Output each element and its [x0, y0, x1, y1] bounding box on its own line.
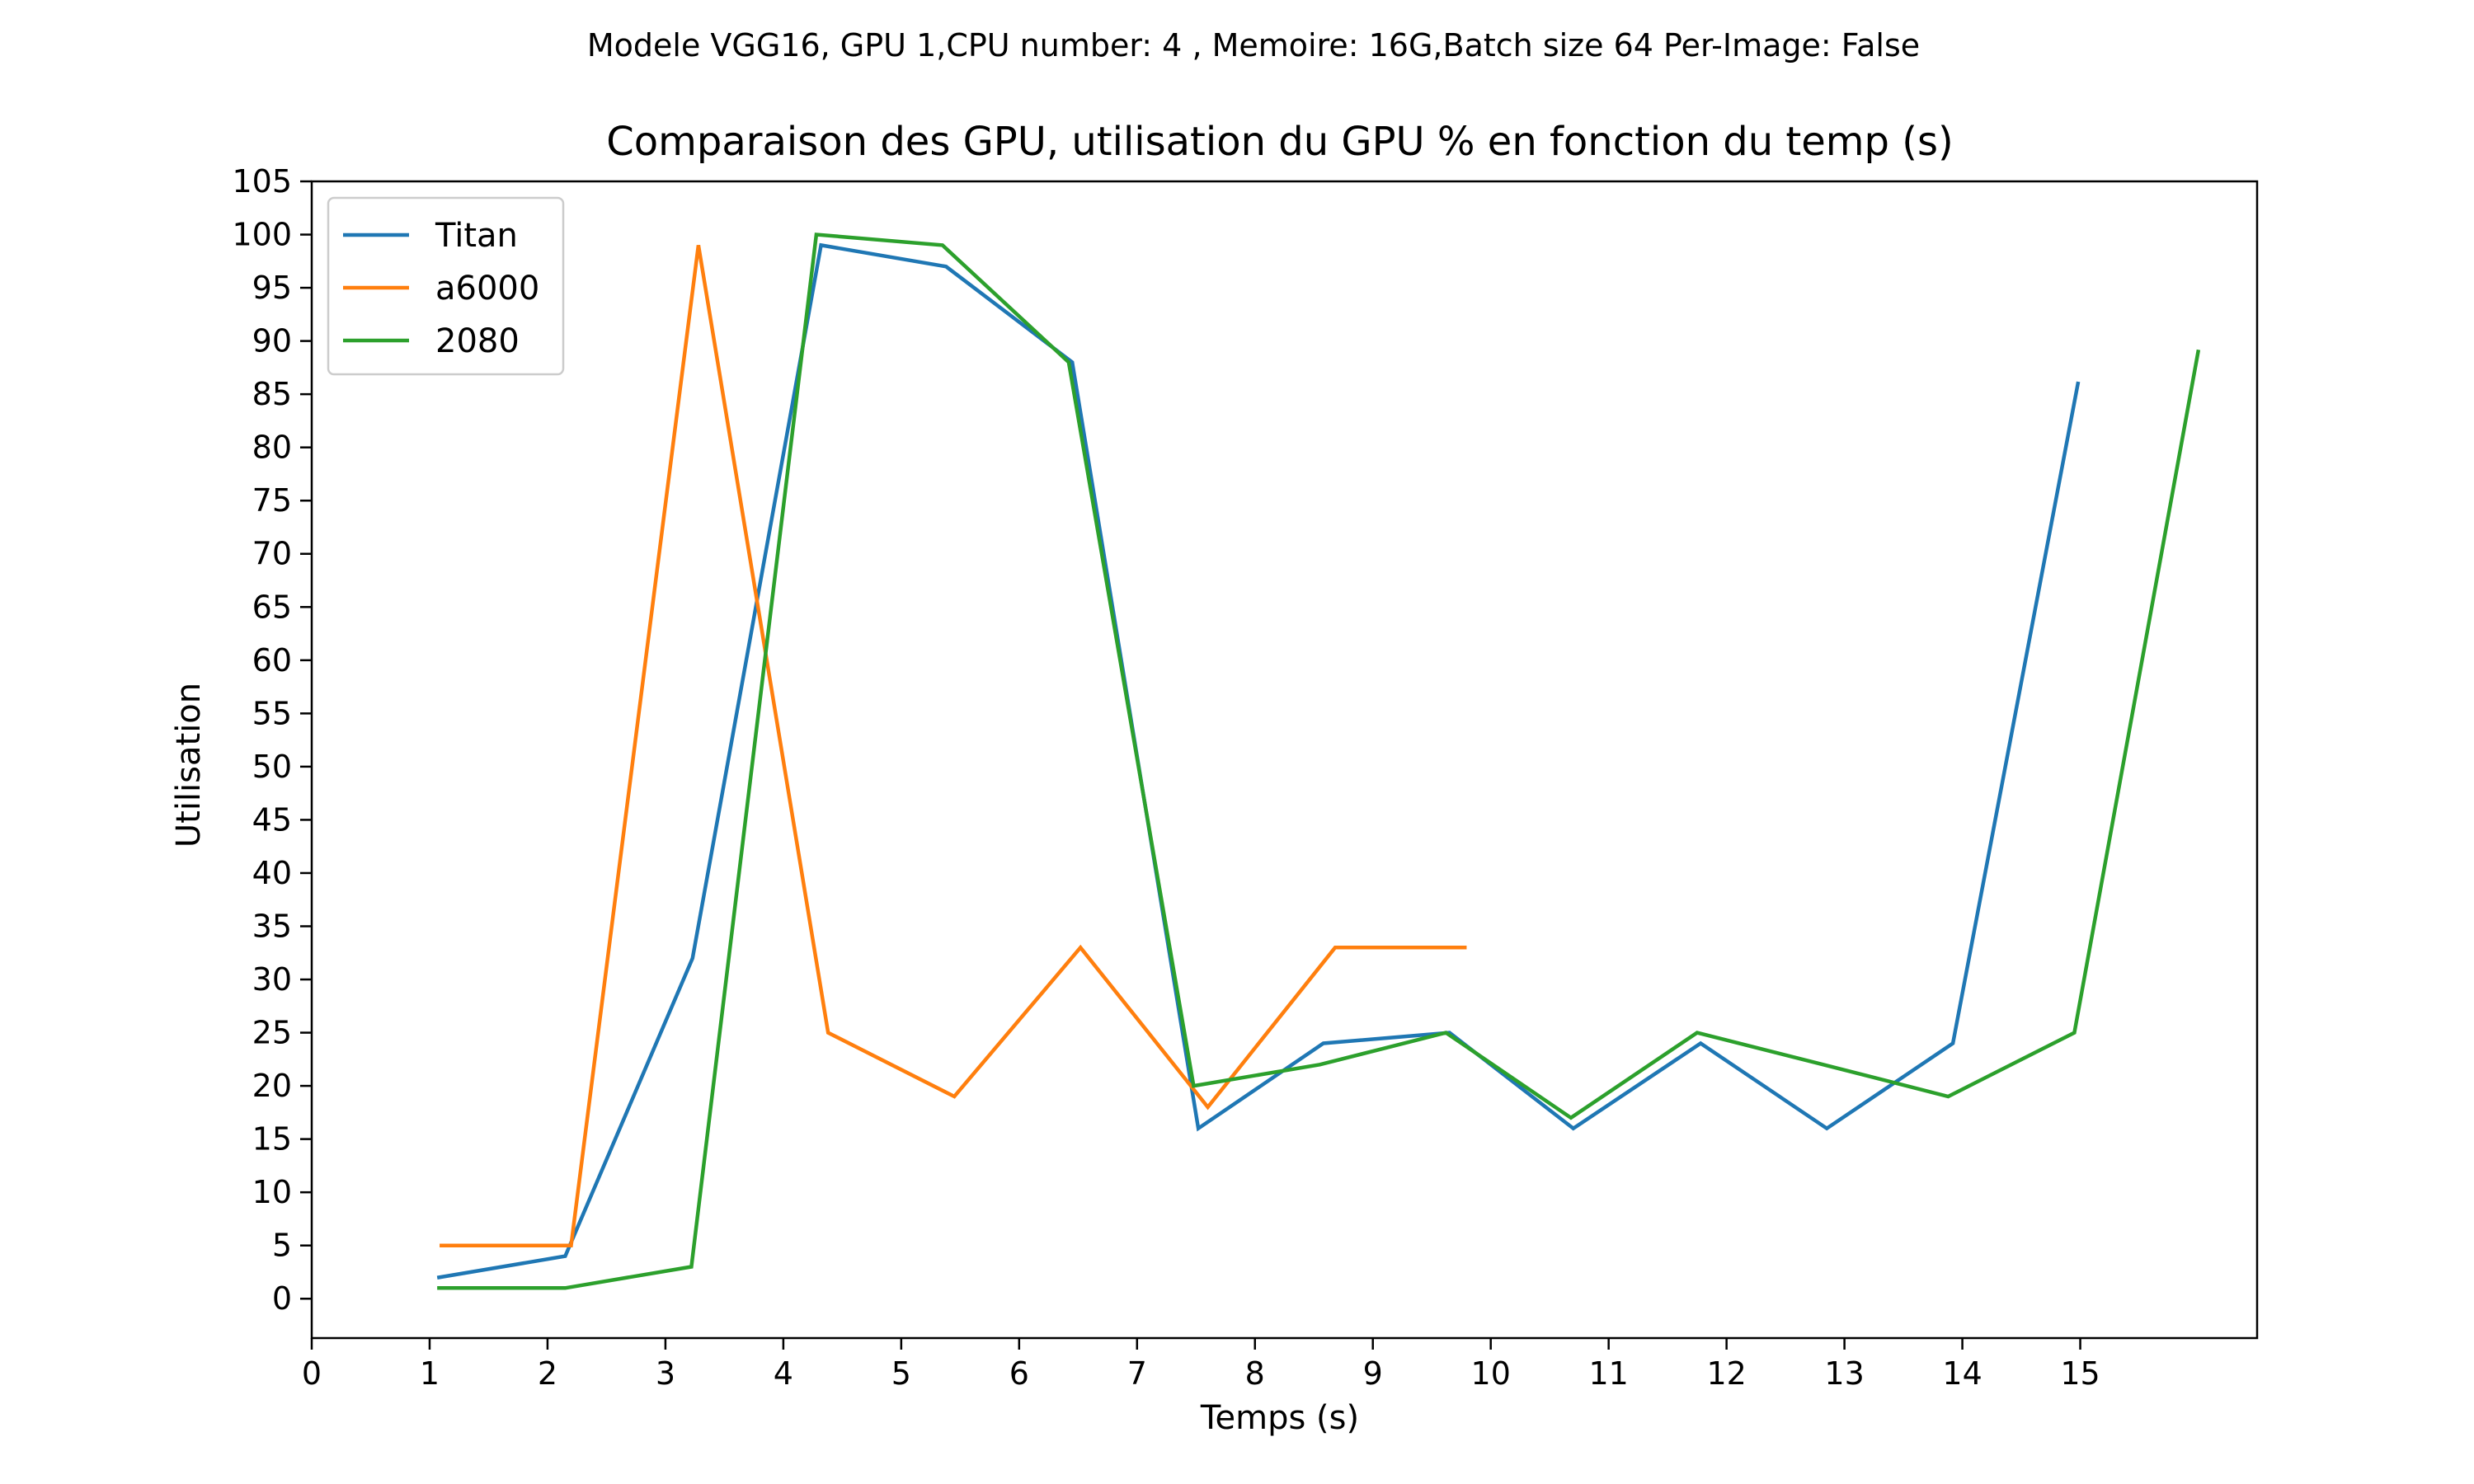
plot-frame [310, 180, 2259, 1340]
y-tick-label: 25 [252, 1015, 292, 1051]
y-tick-label: 65 [252, 589, 292, 625]
y-tick-label: 85 [252, 376, 292, 412]
y-tick-label: 20 [252, 1068, 292, 1104]
y-tick-label: 0 [272, 1280, 292, 1317]
x-tick-label: 5 [891, 1355, 911, 1392]
y-tick-label: 95 [252, 270, 292, 306]
x-tick-label: 8 [1245, 1355, 1265, 1392]
legend-label-titan: Titan [435, 217, 518, 255]
x-tick-label: 2 [538, 1355, 557, 1392]
y-tick-label: 60 [252, 642, 292, 679]
y-tick-label: 80 [252, 430, 292, 466]
y-tick-label: 45 [252, 801, 292, 838]
y-tick-label: 105 [232, 163, 292, 200]
y-axis-label: Utilisation [170, 683, 208, 848]
x-tick-label: 6 [1009, 1355, 1029, 1392]
y-tick-label: 70 [252, 536, 292, 572]
y-tick-label: 15 [252, 1121, 292, 1158]
y-tick-label: 10 [252, 1174, 292, 1210]
x-tick-label: 1 [420, 1355, 440, 1392]
chart-title: Comparaison des GPU, utilisation du GPU … [606, 119, 1953, 165]
series-line-a6000 [440, 245, 1467, 1247]
x-tick-label: 7 [1127, 1355, 1147, 1392]
x-axis-label: Temps (s) [1200, 1399, 1359, 1437]
x-tick-label: 12 [1706, 1355, 1746, 1392]
series-line-2080 [437, 232, 2201, 1290]
x-tick-label: 3 [656, 1355, 675, 1392]
x-tick-label: 14 [1942, 1355, 1982, 1392]
y-tick-label: 100 [232, 217, 292, 253]
y-tick-label: 30 [252, 961, 292, 998]
legend [327, 196, 565, 376]
y-tick-label: 40 [252, 855, 292, 891]
x-tick-label: 15 [2060, 1355, 2100, 1392]
y-tick-label: 90 [252, 323, 292, 359]
x-tick-label: 9 [1363, 1355, 1383, 1392]
legend-label-2080: 2080 [435, 322, 520, 360]
series-line-titan [436, 242, 2081, 1280]
legend-label-a6000: a6000 [435, 270, 539, 308]
plot-area: 0 1 2 3 4 5 6 7 8 9 10 11 12 13 14 15051015202530354045… [232, 163, 2259, 1392]
x-tick-label: 11 [1588, 1355, 1628, 1392]
y-tick-label: 50 [252, 749, 292, 785]
chart-suptitle: Modele VGG16, GPU 1,CPU number: 4 , Memo… [587, 27, 1920, 63]
x-tick-label: 13 [1824, 1355, 1864, 1392]
y-tick-label: 5 [272, 1228, 292, 1264]
x-tick-label: 4 [774, 1355, 793, 1392]
y-tick-label: 35 [252, 908, 292, 944]
x-tick-label: 0 [302, 1355, 322, 1392]
x-tick-label: 10 [1471, 1355, 1511, 1392]
y-tick-label: 75 [252, 482, 292, 519]
y-tick-label: 55 [252, 695, 292, 731]
